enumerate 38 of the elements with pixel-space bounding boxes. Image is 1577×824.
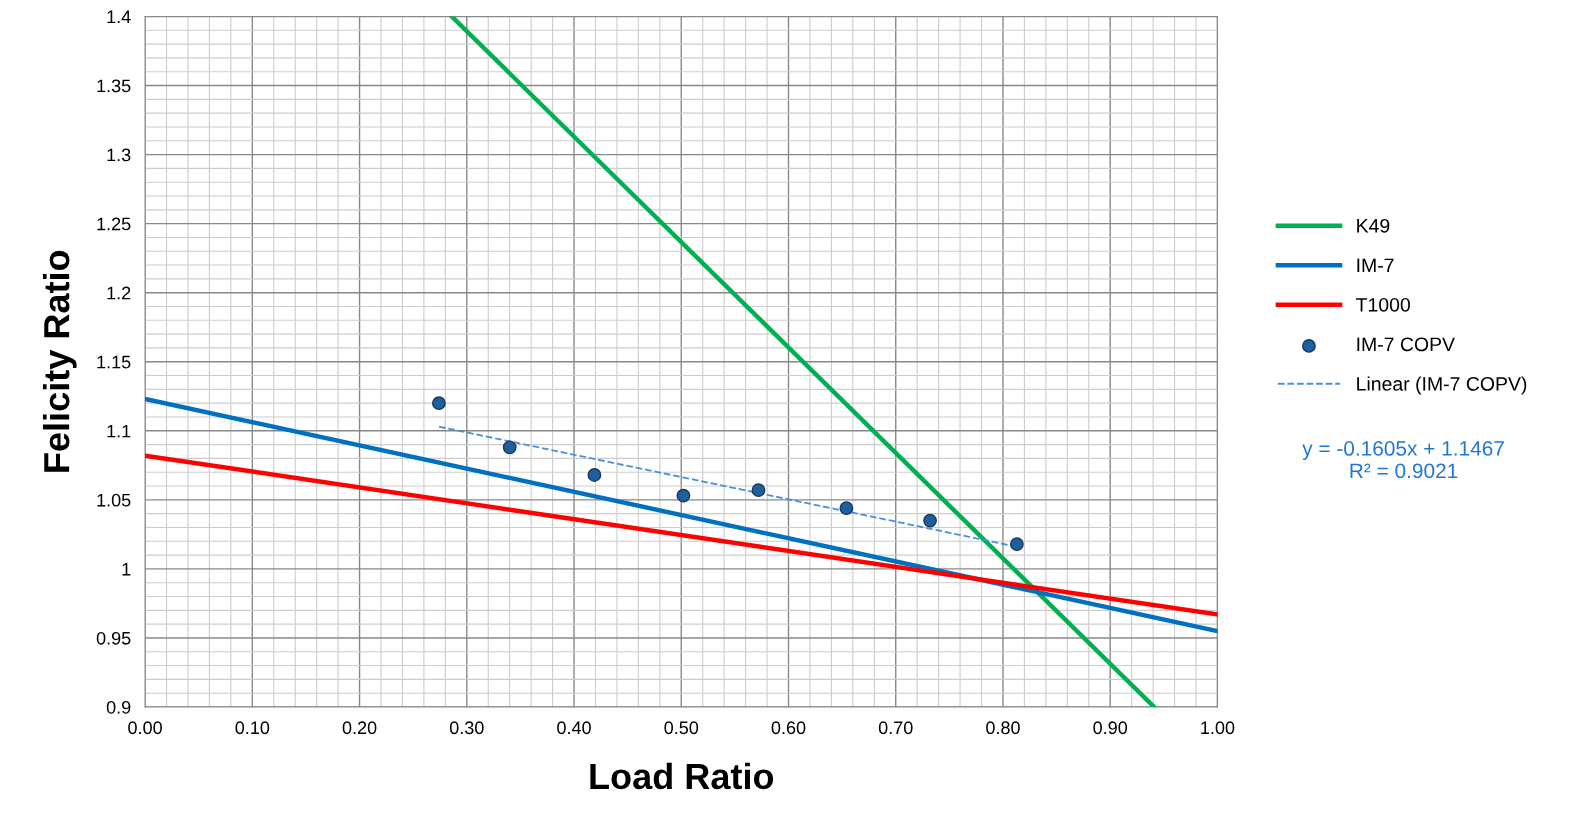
legend-label: IM-7 <box>1357 258 1394 273</box>
x-tick-label: 0.80 <box>986 721 1020 735</box>
x-axis-title: Load Ratio <box>590 762 774 790</box>
y-tick-label: 1.05 <box>97 493 131 507</box>
text: y = -0.1605x + 1.1467 R² = 0.9021 <box>1302 441 1504 479</box>
x-tick-label: 0.30 <box>449 721 484 735</box>
x-tick-label: 0.60 <box>771 721 806 735</box>
y-axis-title: Felicity Ratio <box>42 250 77 472</box>
legend-label: T1000 <box>1356 297 1410 312</box>
y-tick-label: 1 <box>122 563 131 576</box>
point <box>839 501 854 516</box>
point <box>676 488 691 503</box>
y-tick-label: 1.35 <box>97 79 131 93</box>
y-tick-label: 1.2 <box>107 286 131 300</box>
y-tick-label: 1.1 <box>107 424 131 438</box>
point <box>587 468 602 482</box>
legend-label: IM-7 COPV <box>1357 337 1455 352</box>
y-tick-label: 0.9 <box>106 700 131 714</box>
x-tick-label: 1.00 <box>1201 721 1235 735</box>
point <box>1010 537 1024 551</box>
y-tick-label: 1.4 <box>107 10 131 24</box>
x-tick-label: 0.70 <box>878 721 913 735</box>
x-tick-label: 0.40 <box>557 721 591 735</box>
x-tick-label: 0.20 <box>342 721 377 735</box>
x-tick-label: 0.00 <box>128 721 162 735</box>
x-tick-label: 0.90 <box>1093 721 1128 735</box>
x-tick-label: 0.10 <box>235 721 270 735</box>
legend-label: K49 <box>1357 218 1390 233</box>
y-tick-label: 1.15 <box>97 355 131 369</box>
y-tick-label: 1.25 <box>97 217 131 231</box>
y-tick-label: 0.95 <box>96 631 131 645</box>
legend-label: Linear (IM-7 COPV) <box>1357 376 1527 395</box>
point <box>923 513 937 528</box>
y-tick-label: 1.3 <box>107 148 131 162</box>
point <box>432 396 446 411</box>
point <box>751 483 766 498</box>
x-tick-label: 0.50 <box>664 721 699 735</box>
point <box>502 440 517 455</box>
